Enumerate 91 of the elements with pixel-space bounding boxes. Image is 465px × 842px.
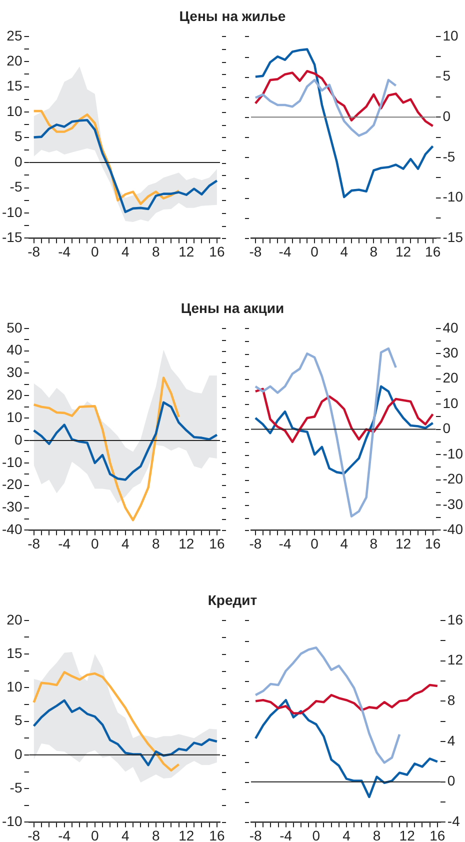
x-tick-label: 8: [152, 827, 160, 842]
y-tick-label: -15: [2, 229, 22, 246]
chart-title: Цены на акции: [180, 300, 286, 316]
y-tick-label: -5: [10, 779, 22, 796]
x-tick-label: 8: [372, 827, 381, 842]
y-tick-label: -10: [2, 204, 22, 220]
x-tick-label: -8: [249, 535, 262, 552]
y-tick-label: 30: [6, 364, 22, 380]
x-tick-label: -4: [278, 535, 292, 552]
y-tick-label: 0: [14, 431, 22, 448]
x-tick-label: -4: [280, 827, 292, 842]
x-tick-label: 4: [342, 827, 351, 842]
y-tick-label: -20: [2, 476, 22, 492]
y-tick-label: 20: [6, 386, 22, 403]
y-tick-label: 10: [6, 102, 22, 119]
y-tick-label: -40: [2, 521, 22, 538]
y-tick-label: -20: [442, 470, 464, 487]
y-tick-label: 20: [6, 52, 22, 68]
x-tick-label: 0: [312, 827, 320, 842]
y-tick-label: 0: [14, 153, 22, 170]
x-tick-label: -8: [28, 827, 40, 842]
y-tick-label: 8: [447, 692, 456, 708]
y-tick-label: 40: [442, 319, 459, 336]
x-tick-label: 4: [121, 243, 130, 260]
x-tick-label: -4: [58, 243, 71, 260]
y-tick-label: 0: [14, 746, 22, 762]
x-tick-label: -4: [278, 243, 292, 260]
y-tick-label: -5: [442, 148, 456, 164]
y-tick-label: 50: [6, 319, 22, 336]
x-tick-label: 4: [121, 827, 130, 842]
x-tick-label: 16: [209, 535, 225, 552]
y-tick-label: 15: [6, 78, 22, 94]
y-tick-label: 40: [6, 342, 22, 358]
x-tick-label: 8: [152, 535, 160, 552]
x-tick-label: 0: [90, 243, 99, 260]
y-tick-label: 30: [442, 344, 459, 360]
x-tick-label: 0: [310, 243, 319, 260]
x-tick-label: 12: [178, 243, 194, 260]
x-tick-label: 4: [340, 535, 348, 552]
chart-title: Кредит: [206, 592, 258, 608]
x-tick-label: 16: [425, 535, 441, 552]
x-tick-label: 4: [340, 243, 348, 260]
y-tick-label: 20: [442, 370, 459, 386]
y-tick-label: 10: [6, 678, 22, 695]
x-tick-label: -8: [249, 827, 262, 842]
x-tick-label: 8: [370, 535, 378, 552]
y-tick-label: 0: [442, 420, 451, 436]
y-tick-label: -5: [10, 178, 22, 195]
y-tick-label: -40: [442, 521, 464, 538]
x-tick-label: -8: [249, 243, 262, 260]
x-tick-label: 16: [425, 243, 441, 260]
x-tick-label: 16: [209, 243, 225, 260]
x-tick-label: 8: [152, 243, 160, 260]
y-tick-label: 12: [447, 652, 464, 668]
y-tick-label: 5: [14, 712, 22, 728]
y-tick-label: 4: [447, 732, 456, 748]
y-tick-label: 16: [447, 611, 464, 628]
x-tick-label: 4: [121, 535, 130, 552]
x-tick-label: 0: [90, 535, 99, 552]
y-tick-label: 20: [6, 611, 22, 628]
y-tick-label: -4: [447, 813, 460, 830]
chart-title: Цены на жилье: [178, 8, 287, 24]
x-tick-label: 0: [90, 827, 99, 842]
x-tick-label: -4: [58, 535, 71, 552]
x-tick-label: -4: [58, 827, 71, 842]
y-tick-label: 10: [442, 394, 459, 411]
y-tick-label: 0: [442, 108, 451, 124]
y-tick-label: 5: [14, 128, 22, 144]
x-tick-label: 12: [395, 243, 412, 260]
y-tick-label: 25: [6, 27, 22, 44]
x-tick-label: 12: [399, 827, 416, 842]
y-tick-label: -10: [442, 445, 464, 462]
y-tick-label: 0: [447, 772, 456, 789]
y-tick-label: -30: [2, 498, 22, 515]
x-tick-label: 12: [178, 827, 194, 842]
x-tick-label: 16: [209, 827, 225, 842]
y-tick-label: -10: [2, 454, 22, 470]
y-tick-label: -30: [442, 496, 464, 512]
y-tick-label: 10: [6, 408, 22, 425]
y-tick-label: 10: [442, 27, 459, 44]
x-tick-label: 12: [178, 535, 194, 552]
y-tick-label: -10: [442, 188, 464, 205]
y-tick-label: 15: [6, 644, 22, 661]
y-tick-label: -15: [442, 229, 464, 246]
x-tick-label: 12: [395, 535, 412, 552]
x-tick-label: -8: [28, 535, 40, 552]
x-tick-label: -8: [28, 243, 40, 260]
y-tick-label: 5: [442, 68, 451, 84]
y-tick-label: -10: [2, 813, 22, 830]
x-tick-label: 8: [370, 243, 378, 260]
x-tick-label: 0: [310, 535, 319, 552]
